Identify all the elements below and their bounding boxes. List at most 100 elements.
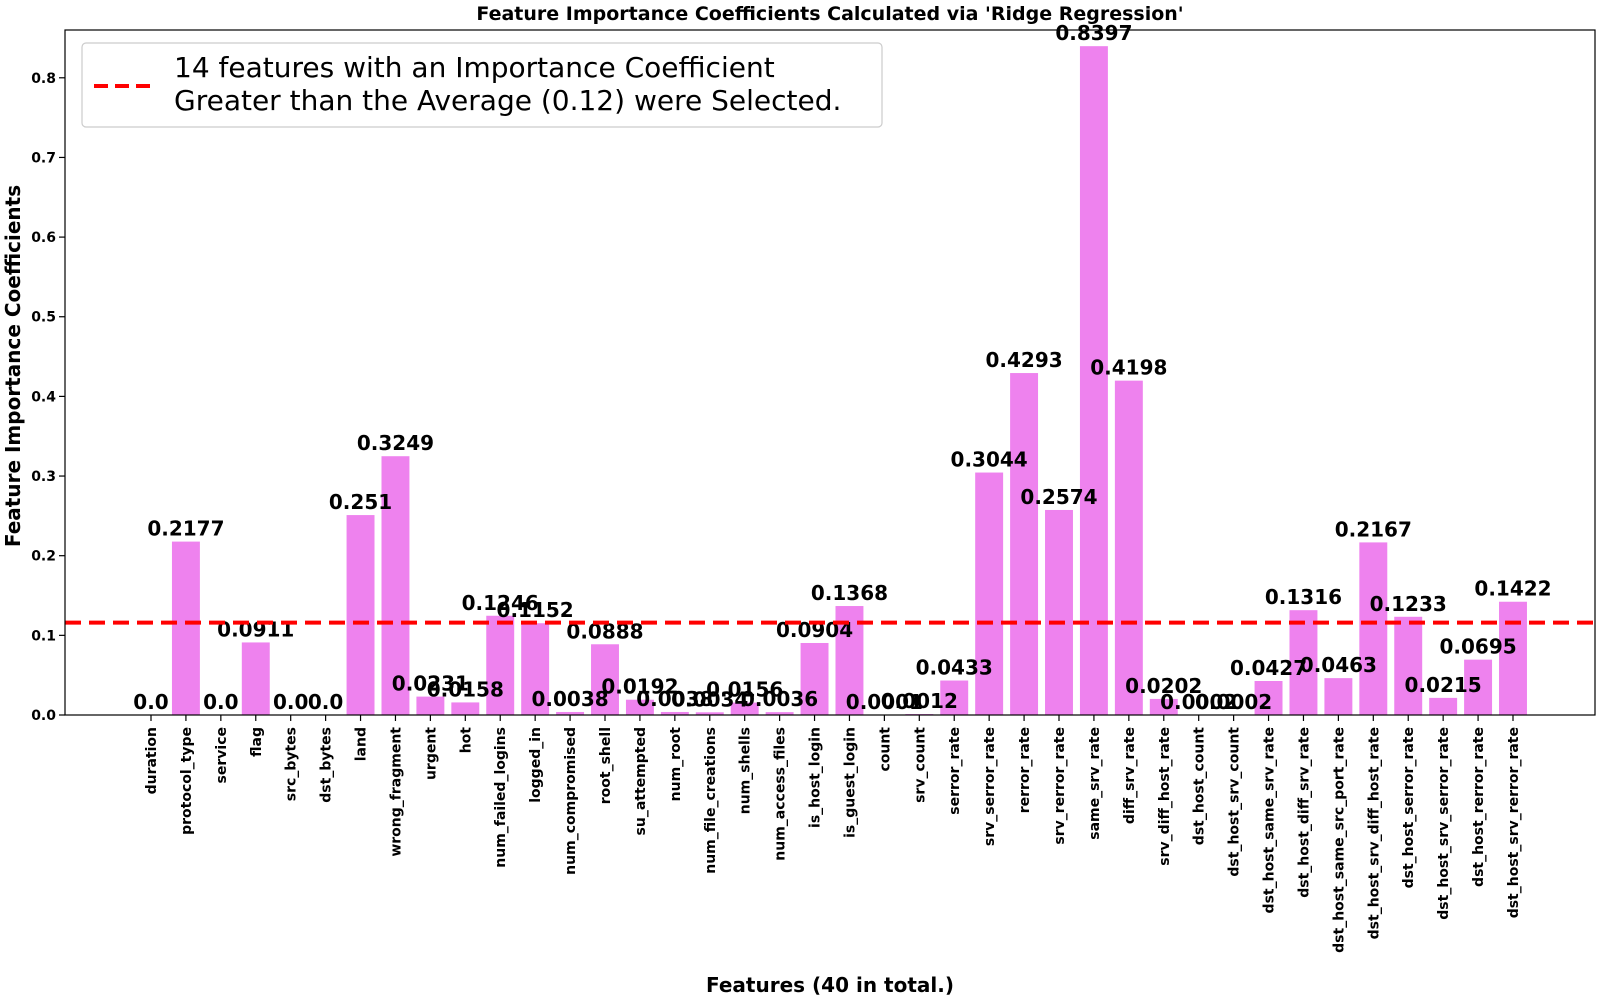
y-tick-label-0.5: 0.5 — [31, 310, 56, 326]
value-label-su_attempted: 0.0192 — [601, 675, 678, 699]
x-tick-label-srv_count: srv_count — [912, 727, 928, 803]
value-label-src_bytes: 0.0 — [273, 690, 308, 714]
bar-land — [346, 515, 375, 715]
bar-srv_diff_host_rate — [1149, 698, 1178, 715]
value-label-serror_rate: 0.0433 — [916, 656, 993, 680]
x-tick-label-dst_bytes: dst_bytes — [319, 727, 335, 803]
bar-rerror_rate — [1010, 373, 1039, 715]
x-tick-label-count: count — [877, 727, 893, 772]
x-tick-label-dst_host_same_srv_rate: dst_host_same_srv_rate — [1262, 727, 1278, 913]
bar-is_host_login — [800, 642, 829, 715]
x-tick-label-dst_host_srv_rerror_rate: dst_host_srv_rerror_rate — [1506, 727, 1522, 918]
bar-serror_rate — [940, 680, 969, 715]
value-label-service: 0.0 — [203, 690, 238, 714]
x-tick-label-serror_rate: serror_rate — [947, 727, 963, 815]
value-label-srv_diff_host_rate: 0.0202 — [1125, 674, 1202, 698]
value-label-num_root: 0.0038 — [636, 687, 713, 711]
legend-text-line2: Greater than the Average (0.12) were Sel… — [174, 84, 841, 117]
x-tick-label-diff_srv_rate: diff_srv_rate — [1122, 727, 1138, 824]
bar-srv_serror_rate — [975, 472, 1004, 715]
value-label-dst_host_srv_diff_host_rate: 0.2167 — [1335, 517, 1412, 541]
bar-dst_host_rerror_rate — [1464, 659, 1493, 715]
value-label-duration: 0.0 — [133, 690, 168, 714]
value-label-dst_host_diff_srv_rate: 0.1316 — [1265, 585, 1342, 609]
value-label-same_srv_rate: 0.8397 — [1055, 21, 1132, 45]
bar-num_access_files — [765, 712, 794, 715]
y-tick-label-0.0: 0.0 — [31, 708, 56, 724]
legend-box — [81, 42, 883, 128]
x-tick-label-urgent: urgent — [423, 727, 439, 780]
value-label-rerror_rate: 0.4293 — [985, 348, 1062, 372]
x-tick-label-rerror_rate: rerror_rate — [1017, 727, 1033, 813]
x-tick-label-protocol_type: protocol_type — [179, 727, 195, 835]
value-label-diff_srv_rate: 0.4198 — [1090, 356, 1167, 380]
bar-num_failed_logins — [486, 615, 515, 715]
y-axis-label: Feature Importance Coefficients — [1, 185, 25, 547]
x-tick-label-dst_host_srv_diff_host_rate: dst_host_srv_diff_host_rate — [1366, 727, 1382, 939]
x-tick-label-su_attempted: su_attempted — [633, 727, 649, 835]
value-label-dst_host_count: 0.0002 — [1160, 690, 1237, 714]
x-tick-label-is_host_login: is_host_login — [808, 727, 824, 828]
x-tick-label-duration: duration — [144, 727, 160, 794]
x-tick-label-wrong_fragment: wrong_fragment — [388, 727, 404, 857]
value-label-dst_host_serror_rate: 0.1233 — [1370, 592, 1447, 616]
bar-num_compromised — [556, 711, 585, 715]
x-tick-label-num_root: num_root — [668, 727, 684, 802]
value-label-dst_host_rerror_rate: 0.0695 — [1439, 635, 1516, 659]
x-tick-label-same_srv_rate: same_srv_rate — [1087, 727, 1103, 840]
value-label-num_file_creations: 0.0034 — [671, 687, 748, 711]
x-ticks-group: duration protocol_type service flag src_byte… — [144, 715, 1522, 953]
y-tick-label-0.2: 0.2 — [31, 549, 56, 565]
x-tick-label-num_failed_logins: num_failed_logins — [493, 727, 509, 868]
x-tick-label-dst_host_count: dst_host_count — [1192, 727, 1208, 846]
value-label-num_shells: 0.0156 — [706, 678, 783, 702]
bar-su_attempted — [625, 699, 654, 715]
value-label-land: 0.251 — [329, 490, 392, 514]
x-tick-label-land: land — [354, 727, 370, 761]
bar-srv_rerror_rate — [1045, 509, 1073, 715]
value-label-count: 0.0001 — [846, 690, 923, 714]
x-tick-label-flag: flag — [249, 727, 265, 757]
legend: 14 features with an Importance Coefficie… — [81, 42, 883, 128]
x-axis-label: Features (40 in total.) — [706, 973, 954, 997]
y-tick-label-0.8: 0.8 — [31, 71, 56, 87]
bar-wrong_fragment — [381, 456, 410, 715]
value-label-hot: 0.0158 — [427, 677, 504, 701]
value-label-num_access_files: 0.0036 — [741, 687, 818, 711]
y-tick-label-0.4: 0.4 — [31, 389, 56, 405]
x-tick-label-num_compromised: num_compromised — [563, 727, 579, 875]
y-tick-label-0.1: 0.1 — [31, 628, 56, 644]
x-tick-label-srv_serror_rate: srv_serror_rate — [982, 727, 998, 846]
x-tick-label-dst_host_srv_serror_rate: dst_host_srv_serror_rate — [1436, 727, 1452, 920]
value-label-srv_rerror_rate: 0.2574 — [1020, 485, 1097, 509]
value-label-dst_host_srv_serror_rate: 0.0215 — [1405, 673, 1482, 697]
value-label-dst_host_same_src_port_rate: 0.0463 — [1300, 653, 1377, 677]
bar-dst_host_serror_rate — [1394, 616, 1423, 715]
x-tick-label-src_bytes: src_bytes — [284, 727, 300, 801]
bar-logged_in — [521, 623, 550, 715]
x-tick-label-root_shell: root_shell — [598, 727, 614, 804]
value-label-urgent: 0.0231 — [392, 672, 469, 696]
value-label-logged_in: 0.1152 — [497, 598, 574, 622]
value-label-wrong_fragment: 0.3249 — [357, 431, 434, 455]
bar-diff_srv_rate — [1114, 380, 1143, 715]
bar-flag — [241, 642, 270, 715]
x-tick-label-logged_in: logged_in — [528, 727, 544, 803]
y-ticks-group: 0.0 0.1 0.2 0.3 0.4 0.5 0.6 0.7 0.8 — [31, 71, 65, 724]
bar-protocol_type — [171, 541, 200, 715]
x-tick-label-dst_host_serror_rate: dst_host_serror_rate — [1401, 727, 1417, 888]
x-tick-label-srv_rerror_rate: srv_rerror_rate — [1052, 727, 1068, 845]
x-tick-label-hot: hot — [458, 727, 474, 754]
y-tick-label-0.6: 0.6 — [31, 230, 56, 246]
bar-dst_host_diff_srv_rate — [1289, 610, 1318, 715]
bar-dst_host_srv_serror_rate — [1429, 697, 1458, 715]
value-label-srv_count: 0.0012 — [881, 689, 958, 713]
value-label-protocol_type: 0.2177 — [147, 517, 224, 541]
x-tick-label-dst_host_srv_count: dst_host_srv_count — [1227, 727, 1243, 877]
x-tick-label-srv_diff_host_rate: srv_diff_host_rate — [1157, 727, 1173, 866]
value-label-dst_bytes: 0.0 — [308, 690, 343, 714]
bar-dst_host_same_srv_rate — [1254, 680, 1283, 715]
